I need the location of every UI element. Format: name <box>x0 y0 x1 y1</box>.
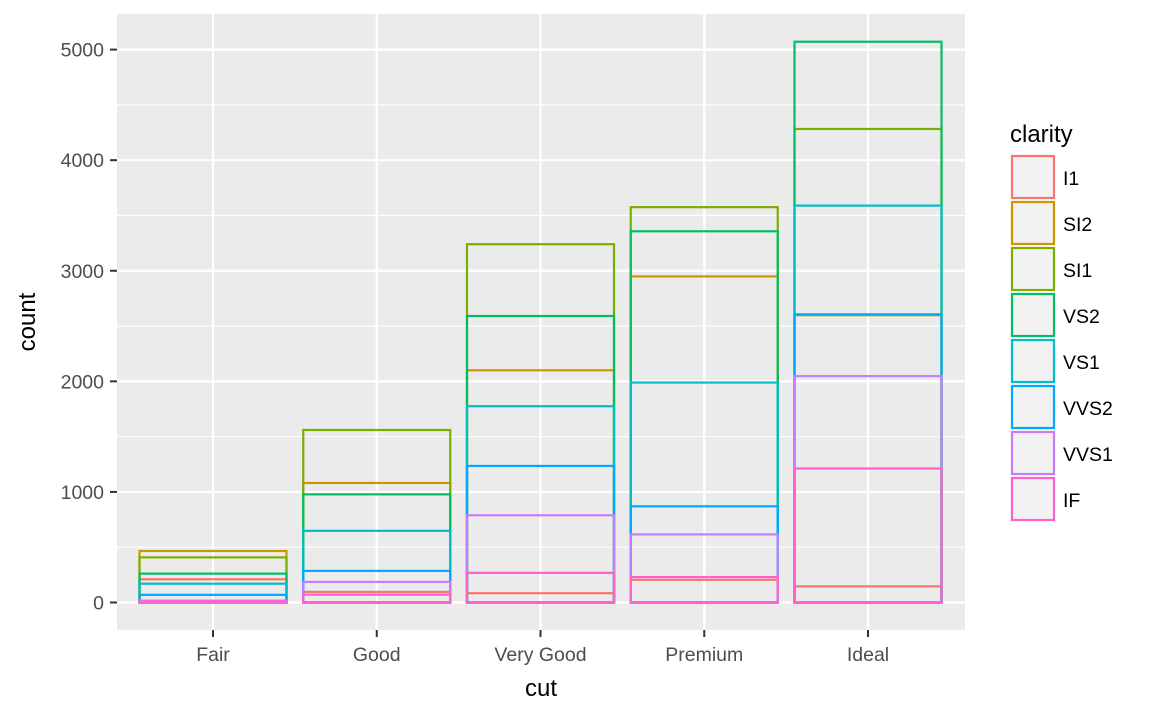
major-gridlines <box>117 14 965 630</box>
bar-if-good <box>302 593 452 604</box>
x-tick-label: Very Good <box>494 644 586 666</box>
bars <box>138 40 943 604</box>
bar-if-premium <box>629 575 779 604</box>
y-tick-label: 1000 <box>61 482 105 504</box>
legend-key-si1 <box>1010 246 1056 292</box>
legend-key-vvs2 <box>1010 384 1056 430</box>
y-tick-label: 0 <box>93 593 104 615</box>
legend-label-vs2: VS2 <box>1063 306 1100 328</box>
bar-if-very-good <box>465 571 616 604</box>
y-axis: 0 1000 2000 3000 4000 5000 <box>61 40 117 615</box>
y-tick-label: 5000 <box>61 40 105 62</box>
x-tick-label: Ideal <box>847 644 889 666</box>
x-axis: Fair Good Very Good Premium Ideal <box>196 630 889 666</box>
legend-label-i1: I1 <box>1063 168 1079 190</box>
legend: clarity I1 SI2 SI1 VS2 VS1 VVS2 VVS1 IF <box>1010 121 1113 522</box>
y-axis-title: count <box>14 292 41 351</box>
x-tick-label: Premium <box>665 644 743 666</box>
legend-key-i1 <box>1010 154 1056 200</box>
legend-key-if <box>1010 476 1056 522</box>
legend-label-si2: SI2 <box>1063 214 1092 236</box>
legend-key-vs2 <box>1010 292 1056 338</box>
legend-label-vvs1: VVS1 <box>1063 444 1113 466</box>
bar-if-fair <box>138 600 288 604</box>
legend-key-vvs1 <box>1010 430 1056 476</box>
legend-items: I1 SI2 SI1 VS2 VS1 VVS2 VVS1 IF <box>1010 154 1113 522</box>
y-tick-label: 3000 <box>61 261 105 283</box>
x-tick-label: Good <box>353 644 401 666</box>
x-tick-label: Fair <box>196 644 230 666</box>
legend-label-vvs2: VVS2 <box>1063 398 1113 420</box>
legend-label-si1: SI1 <box>1063 260 1092 282</box>
legend-label-if: IF <box>1063 490 1080 512</box>
legend-title: clarity <box>1010 121 1073 148</box>
legend-label-vs1: VS1 <box>1063 352 1100 374</box>
legend-key-si2 <box>1010 200 1056 246</box>
bar-if-ideal <box>793 467 943 604</box>
legend-key-vs1 <box>1010 338 1056 384</box>
y-tick-label: 4000 <box>61 150 105 172</box>
x-axis-title: cut <box>525 675 557 702</box>
y-tick-label: 2000 <box>61 371 105 393</box>
